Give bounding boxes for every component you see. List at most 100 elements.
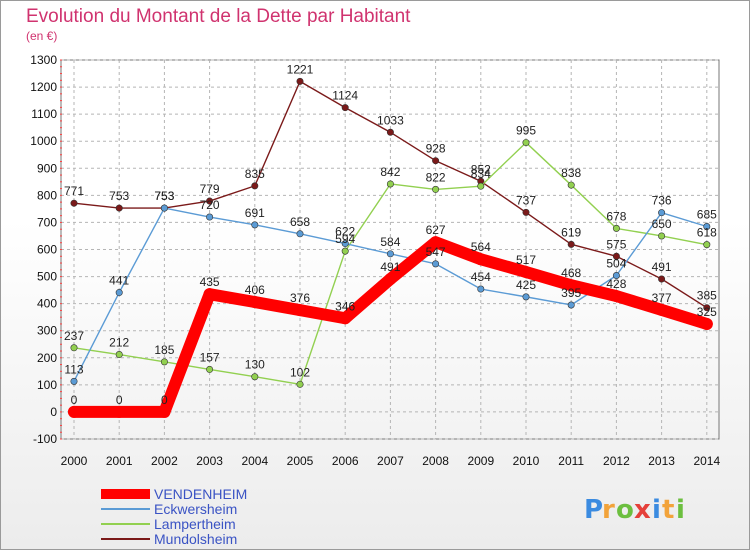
series-point xyxy=(160,358,168,366)
data-label: 435 xyxy=(200,275,220,289)
chart-subtitle: (en €) xyxy=(26,29,57,43)
data-label: 779 xyxy=(200,182,220,196)
data-label: 454 xyxy=(471,270,491,284)
series-point xyxy=(160,204,168,212)
series-point xyxy=(206,197,214,205)
series-point xyxy=(384,273,397,286)
y-tick-label: 200 xyxy=(37,351,57,365)
x-tick-label: 2011 xyxy=(558,454,584,468)
legend-label: Mundolsheim xyxy=(154,531,237,547)
data-label: 325 xyxy=(697,305,717,319)
data-label: 547 xyxy=(426,245,446,259)
legend: VENDENHEIMEckwersheimLampertheimMundolsh… xyxy=(101,486,247,547)
series-point xyxy=(432,260,440,268)
data-label: 594 xyxy=(335,232,355,246)
series-point xyxy=(522,293,530,301)
series-point xyxy=(703,304,711,312)
series-point xyxy=(115,204,123,212)
data-label: 377 xyxy=(652,291,672,305)
series-point xyxy=(251,373,259,381)
x-tick-label: 2007 xyxy=(377,454,404,468)
data-label: 627 xyxy=(426,223,446,237)
series-point xyxy=(70,199,78,207)
data-label: 852 xyxy=(471,162,491,176)
series-point xyxy=(70,344,78,352)
logo-letter: r xyxy=(602,495,615,525)
data-label: 0 xyxy=(161,393,168,407)
x-tick-label: 2001 xyxy=(106,454,133,468)
series-point xyxy=(251,221,259,229)
series-point xyxy=(610,290,623,303)
chart-title: Evolution du Montant de la Dette par Hab… xyxy=(26,6,411,27)
data-label: 753 xyxy=(154,189,174,203)
data-label: 995 xyxy=(516,124,536,138)
data-label: 685 xyxy=(697,207,717,221)
series-point xyxy=(520,265,532,278)
series-point xyxy=(474,253,487,266)
proxiti-logo: Pr o x i t i xyxy=(584,495,685,525)
series-point xyxy=(612,224,620,232)
series-point xyxy=(386,180,394,188)
series-point xyxy=(567,301,575,309)
logo-letter: x xyxy=(634,495,651,525)
series-point xyxy=(206,213,214,221)
series-point xyxy=(341,104,349,112)
data-label: 517 xyxy=(516,253,536,267)
series-point xyxy=(522,139,530,147)
series-point xyxy=(477,285,485,293)
data-label: 237 xyxy=(64,329,84,343)
data-label: 842 xyxy=(380,165,400,179)
y-tick-label: 600 xyxy=(37,243,57,257)
data-label: 928 xyxy=(426,142,446,156)
series-point xyxy=(115,289,123,297)
series-point xyxy=(522,208,530,216)
logo-letter: t xyxy=(662,495,674,525)
series-point xyxy=(248,296,261,309)
data-label: 822 xyxy=(426,170,446,184)
legend-label: VENDENHEIM xyxy=(154,486,247,502)
y-tick-label: 300 xyxy=(37,324,57,338)
data-label: 618 xyxy=(697,226,717,240)
x-tick-label: 2002 xyxy=(151,454,178,468)
series-point xyxy=(203,288,216,301)
y-tick-label: 900 xyxy=(37,161,57,175)
data-label: 113 xyxy=(64,362,83,376)
y-tick-label: 500 xyxy=(37,270,57,284)
data-label: 753 xyxy=(109,189,129,203)
series-point xyxy=(658,232,666,240)
data-label: 736 xyxy=(652,194,672,208)
y-tick-label: 100 xyxy=(37,378,57,392)
x-tick-label: 2006 xyxy=(332,454,359,468)
data-labels: 771 753 753 779 835 1221 1124 1033 928 852 737 619 5… xyxy=(64,62,717,407)
data-label: 622 xyxy=(335,225,355,239)
series-point xyxy=(655,303,668,316)
series-point xyxy=(341,240,349,248)
data-label: 376 xyxy=(290,291,310,305)
data-label: 619 xyxy=(561,225,581,239)
data-label: 650 xyxy=(652,217,672,231)
series-point xyxy=(612,252,620,260)
series-point xyxy=(567,181,575,189)
grid xyxy=(60,59,720,440)
y-tick-label: 0 xyxy=(50,405,57,419)
data-label: 753 xyxy=(154,189,174,203)
y-axis: -100 0 100 200 300 400 500 600 700 800 900 1000 1100… xyxy=(30,53,57,446)
data-label: 185 xyxy=(154,343,174,357)
data-label: 406 xyxy=(245,283,265,297)
series-point xyxy=(700,317,713,330)
series-point xyxy=(567,240,575,248)
series-point xyxy=(294,304,306,317)
series-point xyxy=(429,236,442,249)
series-point xyxy=(296,77,304,85)
series-point xyxy=(612,271,620,279)
series-point xyxy=(658,209,666,217)
logo-letter: i xyxy=(676,495,685,525)
y-tick-label: 1100 xyxy=(31,107,57,121)
x-tick-label: 2004 xyxy=(241,454,268,468)
series-point xyxy=(339,312,352,325)
data-label: 1033 xyxy=(377,113,404,127)
y-tick-label: 700 xyxy=(37,215,57,229)
data-label: 835 xyxy=(245,167,265,181)
series-point xyxy=(565,279,578,292)
